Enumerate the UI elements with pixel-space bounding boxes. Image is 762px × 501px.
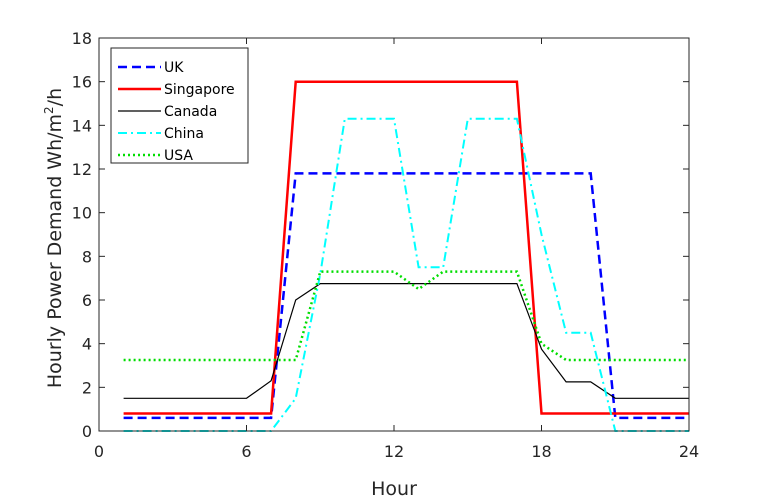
y-axis-label-superscript: 2	[42, 106, 56, 114]
legend-label-china: China	[164, 126, 204, 142]
y-tick-label: 12	[72, 160, 92, 179]
y-axis-label-main: Hourly Power Demand Wh/m	[44, 114, 66, 388]
y-tick-label: 14	[72, 116, 92, 135]
series-line-canada	[123, 283, 689, 399]
y-tick-label: 8	[82, 247, 92, 266]
x-tick-label: 6	[241, 442, 251, 461]
series-line-uk	[123, 172, 689, 420]
y-tick-label: 10	[72, 204, 92, 223]
series-line-usa	[123, 270, 689, 362]
legend-label-canada: Canada	[164, 104, 217, 120]
y-tick-label: 16	[72, 73, 92, 92]
y-tick-label: 6	[82, 291, 92, 310]
series-line-singapore	[123, 80, 689, 415]
y-tick-label: 0	[82, 422, 92, 441]
y-tick-label: 2	[82, 378, 92, 397]
series-layer	[123, 80, 689, 432]
y-axis-label: Hourly Power Demand Wh/m2/h	[42, 88, 66, 388]
x-tick-label: 18	[531, 442, 551, 461]
series-line-china	[123, 117, 689, 432]
y-tick-label: 4	[82, 335, 92, 354]
x-axis-label: Hour	[371, 478, 417, 500]
x-tick-label: 24	[679, 442, 699, 461]
legend-label-uk: UK	[164, 60, 184, 76]
y-axis-label-tail: /h	[44, 88, 66, 106]
y-tick-label: 18	[72, 29, 92, 48]
legend: UK Singapore Canada China USA	[110, 47, 249, 164]
legend-label-usa: USA	[164, 148, 193, 164]
x-tick-label: 0	[94, 442, 104, 461]
legend-label-singapore: Singapore	[164, 82, 235, 98]
x-tick-label: 12	[384, 442, 404, 461]
